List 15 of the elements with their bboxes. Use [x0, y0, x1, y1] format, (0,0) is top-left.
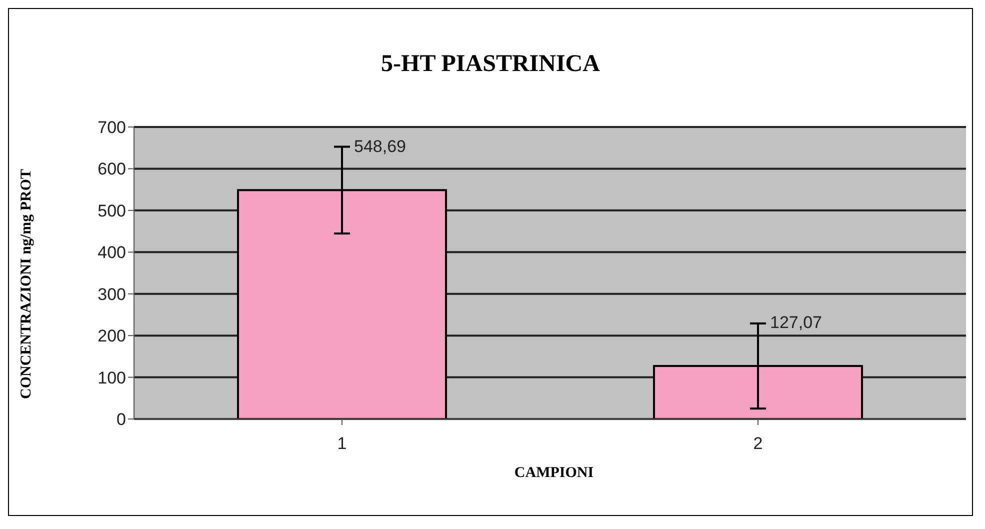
y-axis-title: CONCENTRAZIONI ng/mg PROT [18, 168, 36, 400]
x-tick-label: 2 [753, 434, 763, 454]
y-tick-label: 400 [98, 243, 126, 262]
chart-title: 5-HT PIASTRINICA [380, 51, 601, 78]
x-tick-label: 1 [337, 434, 347, 454]
y-tick-label: 200 [98, 326, 126, 346]
y-tick-label: 500 [98, 201, 126, 220]
y-tick-label: 100 [98, 368, 126, 388]
y-tick-label: 700 [98, 118, 126, 138]
y-tick-label: 300 [98, 284, 126, 304]
x-axis-title: CAMPIONI [513, 465, 595, 482]
y-tick-label: 0 [116, 410, 126, 430]
y-tick-label: 600 [98, 160, 126, 179]
data-label: 548,69 [354, 137, 406, 156]
data-label: 127,07 [770, 312, 822, 332]
